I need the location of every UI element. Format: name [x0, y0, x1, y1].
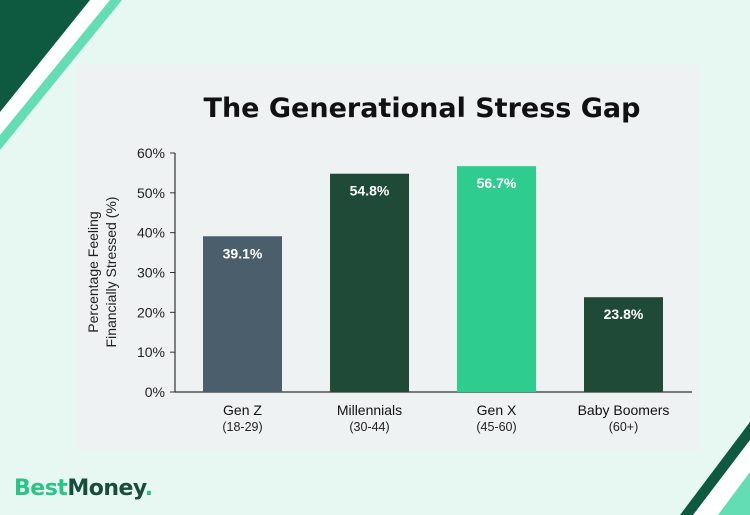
y-axis-label-line1: Percentage Feeling [85, 211, 101, 332]
bestmoney-logo: BestMoney. [14, 476, 153, 501]
bottom-right-mint-stripe [718, 472, 750, 515]
x-tick-sublabel: (45-60) [476, 420, 516, 434]
bar-value-label: 39.1% [223, 245, 263, 261]
x-tick-sublabel: (18-29) [222, 420, 262, 434]
bar-value-label: 56.7% [477, 175, 517, 191]
chart-title: The Generational Stress Gap [204, 93, 641, 124]
x-tick-label: Millennials [337, 402, 402, 418]
x-tick-label: Baby Boomers [578, 402, 670, 418]
y-tick-label: 10% [137, 344, 165, 360]
x-tick-label: Gen Z [223, 402, 262, 418]
top-left-dark-triangle [0, 0, 90, 112]
logo-money: Money [67, 476, 145, 501]
y-axis-label-line2: Financially Stressed (%) [103, 197, 119, 348]
y-tick-label: 40% [137, 225, 165, 241]
bar-millennials [330, 173, 409, 392]
bar-gen-x [457, 166, 536, 392]
y-tick-label: 20% [137, 304, 165, 320]
x-tick-label: Gen X [477, 402, 517, 418]
y-tick-label: 30% [137, 265, 165, 281]
y-tick-label: 60% [137, 145, 165, 161]
bar-value-label: 23.8% [604, 306, 644, 322]
y-tick-label: 0% [145, 384, 165, 400]
x-tick-sublabel: (30-44) [349, 420, 389, 434]
x-tick-sublabel: (60+) [609, 420, 639, 434]
logo-best: Best [14, 476, 68, 501]
bar-value-label: 54.8% [350, 183, 390, 199]
bar-baby-boomers [584, 297, 663, 392]
y-tick-label: 50% [137, 185, 165, 201]
bar-gen-z [203, 236, 282, 392]
